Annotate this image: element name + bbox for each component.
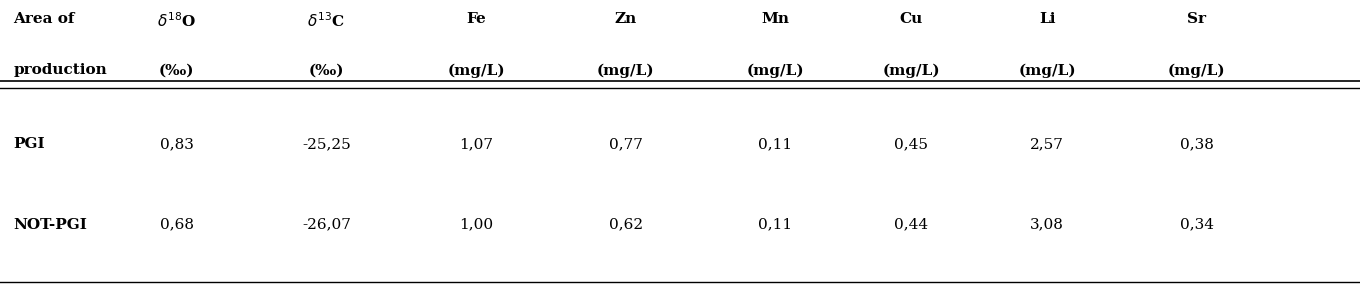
Text: (mg/L): (mg/L): [597, 63, 654, 78]
Text: 0,34: 0,34: [1179, 218, 1213, 232]
Text: 0,68: 0,68: [160, 218, 194, 232]
Text: 1,00: 1,00: [458, 218, 494, 232]
Text: Mn: Mn: [762, 12, 789, 26]
Text: (mg/L): (mg/L): [1019, 63, 1076, 78]
Text: (‰): (‰): [159, 63, 194, 77]
Text: 0,77: 0,77: [609, 137, 642, 151]
Text: Zn: Zn: [615, 12, 636, 26]
Text: 0,44: 0,44: [894, 218, 929, 232]
Text: 0,11: 0,11: [758, 218, 793, 232]
Text: Li: Li: [1039, 12, 1055, 26]
Text: 2,57: 2,57: [1031, 137, 1064, 151]
Text: 0,45: 0,45: [895, 137, 928, 151]
Text: $\delta^{18}$O: $\delta^{18}$O: [158, 12, 196, 30]
Text: Sr: Sr: [1187, 12, 1206, 26]
Text: (mg/L): (mg/L): [747, 63, 804, 78]
Text: (mg/L): (mg/L): [883, 63, 940, 78]
Text: (mg/L): (mg/L): [1168, 63, 1225, 78]
Text: Fe: Fe: [466, 12, 486, 26]
Text: 3,08: 3,08: [1031, 218, 1064, 232]
Text: (mg/L): (mg/L): [447, 63, 505, 78]
Text: -25,25: -25,25: [302, 137, 351, 151]
Text: 0,11: 0,11: [758, 137, 793, 151]
Text: PGI: PGI: [14, 137, 45, 151]
Text: NOT-PGI: NOT-PGI: [14, 218, 87, 232]
Text: 0,83: 0,83: [160, 137, 193, 151]
Text: production: production: [14, 63, 107, 77]
Text: 0,38: 0,38: [1180, 137, 1213, 151]
Text: Cu: Cu: [899, 12, 923, 26]
Text: 1,07: 1,07: [458, 137, 492, 151]
Text: 0,62: 0,62: [608, 218, 643, 232]
Text: $\delta^{13}$C: $\delta^{13}$C: [307, 12, 345, 30]
Text: Area of: Area of: [14, 12, 75, 26]
Text: (‰): (‰): [309, 63, 344, 77]
Text: -26,07: -26,07: [302, 218, 351, 232]
